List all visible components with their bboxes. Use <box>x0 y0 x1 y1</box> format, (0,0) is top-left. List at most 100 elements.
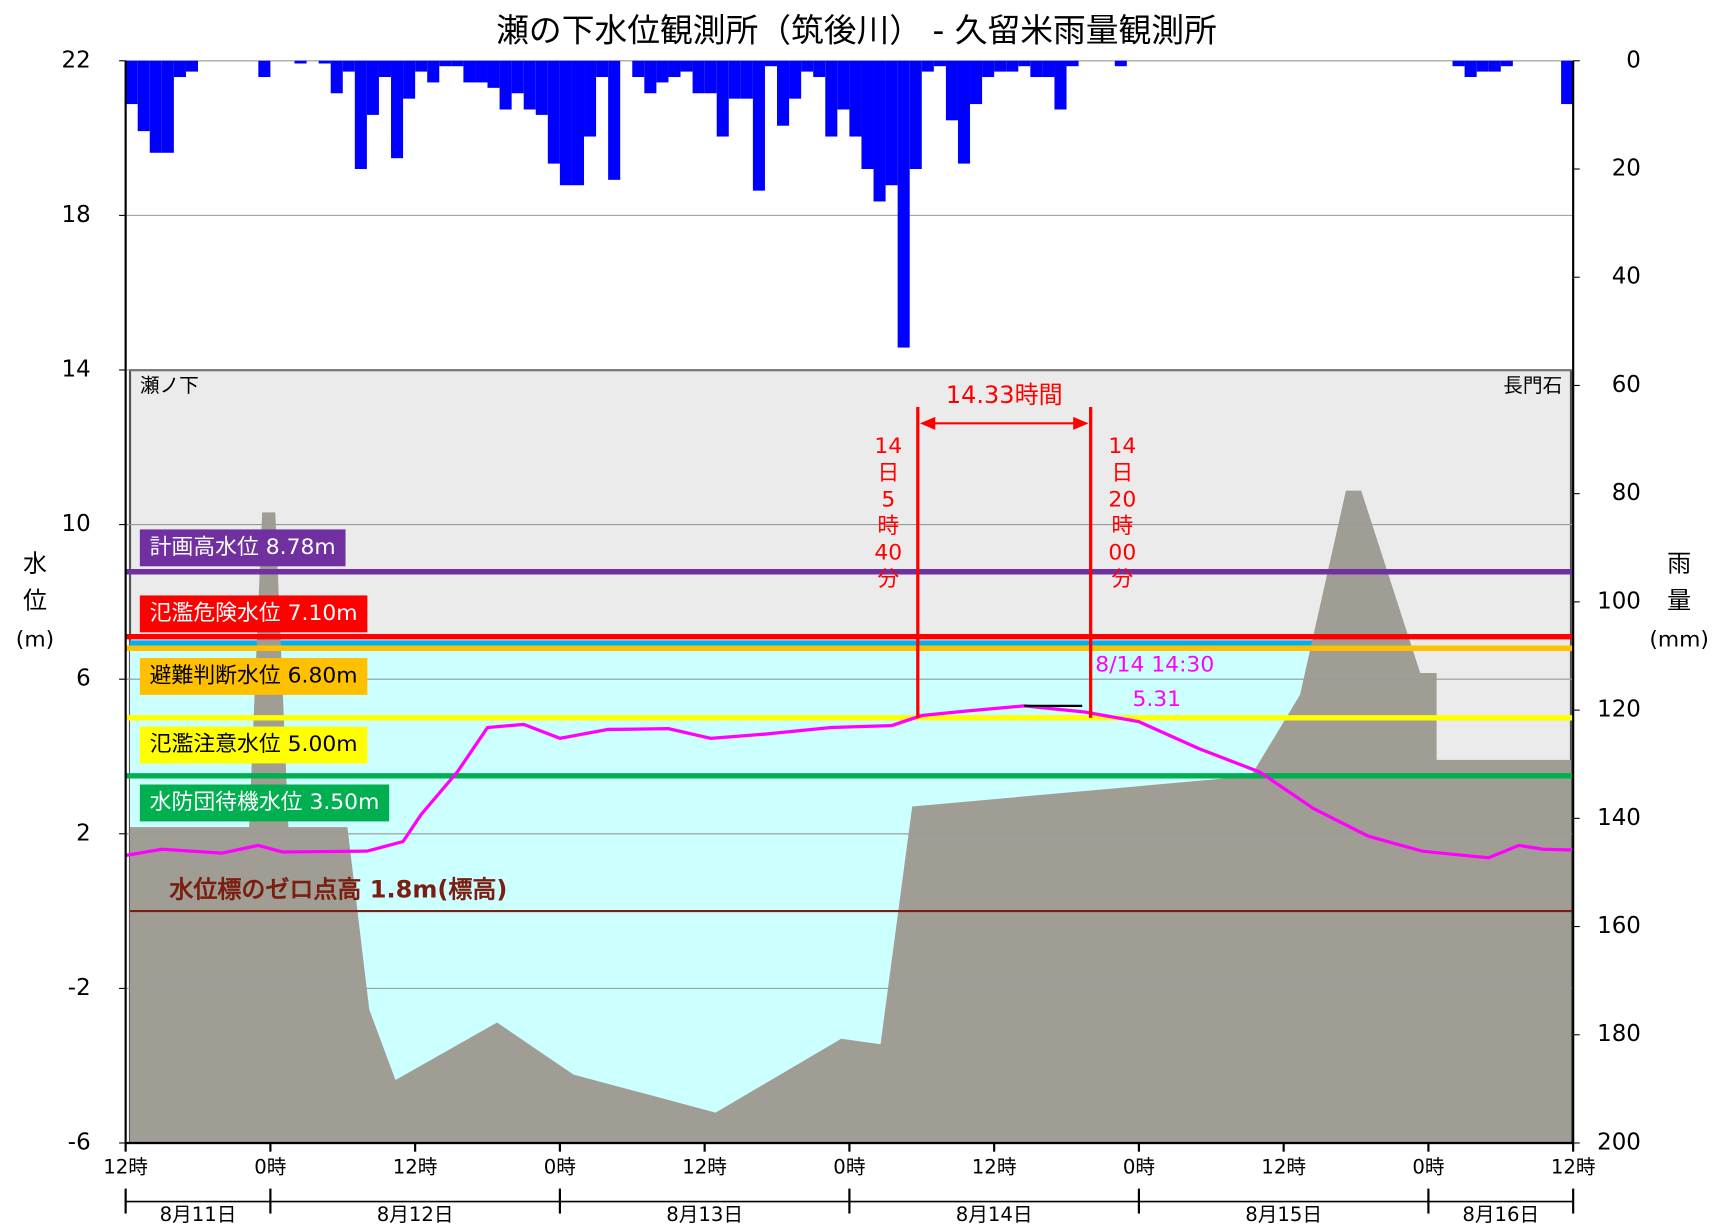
start-time-label: 5 <box>881 487 895 512</box>
y2-tick-label: 200 <box>1597 1130 1641 1156</box>
x-tick-label: 0時 <box>1412 1155 1444 1178</box>
rain-bar <box>1452 60 1465 67</box>
water-level-line <box>125 704 1574 860</box>
y-tick-label: 22 <box>61 47 90 73</box>
duration-label: 14.33時間 <box>946 381 1063 409</box>
rain-bar <box>523 60 536 110</box>
arrow-head <box>1073 416 1089 430</box>
rain-bar <box>801 60 814 72</box>
y2-label: (mm) <box>1649 627 1709 652</box>
rain-bar <box>439 60 452 67</box>
date-label: 8月13日 <box>666 1203 743 1226</box>
end-time-label: 分 <box>1111 567 1133 592</box>
rain-bar <box>1030 60 1043 78</box>
rain-bar <box>716 60 729 137</box>
station-left: 瀬ノ下 <box>140 374 199 397</box>
zero-line-label: 水位標のゼロ点高 1.8m(標高) <box>168 876 507 904</box>
arrow-head <box>919 416 936 430</box>
rain-bar <box>644 60 657 94</box>
rain-bar <box>909 60 922 170</box>
x-tick-label: 0時 <box>544 1155 576 1178</box>
y-label: 水 <box>23 549 47 577</box>
rain-bar <box>945 60 958 121</box>
start-time-label: 分 <box>877 567 899 592</box>
y-tick-label: 6 <box>76 666 91 692</box>
end-time-label: 時 <box>1111 514 1133 539</box>
x-tick-label: 0時 <box>254 1155 286 1178</box>
water-surface <box>130 640 1317 650</box>
chart-title: 瀬の下水位観測所（筑後川） - 久留米雨量観測所 <box>496 12 1217 50</box>
rain-bar <box>608 60 621 180</box>
rain-bar <box>885 60 898 186</box>
y2-tick-label: 160 <box>1597 913 1641 939</box>
x-tick-label: 12時 <box>1551 1155 1596 1178</box>
date-label: 8月15日 <box>1245 1203 1322 1226</box>
threshold-label: 計画高水位 8.78m <box>150 535 336 560</box>
end-time-label: 00 <box>1108 541 1136 566</box>
rain-bar <box>752 60 765 191</box>
rain-bar <box>125 60 138 105</box>
threshold-label: 氾濫注意水位 5.00m <box>150 732 358 757</box>
x-tick-label: 12時 <box>1261 1155 1306 1178</box>
rain-bar <box>161 60 174 153</box>
rain-bar <box>921 60 934 72</box>
y-tick-label: -2 <box>68 975 91 1001</box>
start-time-label: 14 <box>874 434 902 459</box>
rain-bar <box>294 60 307 64</box>
rain-bar <box>825 60 838 137</box>
rain-bar <box>957 60 971 164</box>
threshold-box <box>139 529 346 567</box>
rain-bar <box>463 60 476 83</box>
rain-bar <box>403 60 416 99</box>
rain-bar <box>415 60 428 72</box>
rain-bar <box>982 60 995 78</box>
x-tick-label: 0時 <box>1123 1155 1155 1178</box>
y2-tick-label: 100 <box>1597 588 1641 614</box>
rain-bar <box>342 60 355 72</box>
y2-label: 雨 <box>1667 549 1691 577</box>
y2-tick-label: 20 <box>1612 156 1641 182</box>
threshold-box <box>139 658 368 695</box>
rain-bar <box>366 60 379 115</box>
rain-bar <box>1464 60 1477 78</box>
cross-section <box>130 490 1571 1143</box>
end-time-label: 20 <box>1108 487 1136 512</box>
rain-bar <box>970 60 983 105</box>
rain-bar <box>777 60 790 126</box>
date-label: 8月16日 <box>1462 1203 1539 1226</box>
rain-bar <box>789 60 802 99</box>
rain-bar <box>547 60 560 164</box>
y-tick-label: 2 <box>76 820 91 846</box>
rain-bar <box>185 60 199 72</box>
threshold-label: 氾濫危険水位 7.10m <box>150 601 358 626</box>
x-tick-label: 12時 <box>682 1155 727 1178</box>
rain-bar <box>1018 60 1031 67</box>
y2-tick-label: 60 <box>1612 372 1641 398</box>
y-tick-label: 18 <box>61 202 90 228</box>
end-time-label: 日 <box>1111 461 1133 486</box>
rain-bar <box>391 60 404 159</box>
rain-bar <box>596 60 609 78</box>
start-time-label: 日 <box>877 461 899 486</box>
y2-tick-label: 0 <box>1626 47 1641 73</box>
y2-tick-label: 180 <box>1597 1021 1641 1047</box>
rain-bar <box>764 60 778 67</box>
rain-bar <box>499 60 512 110</box>
threshold-box <box>139 784 390 822</box>
rain-bar <box>933 60 946 67</box>
rain-bar <box>258 60 271 78</box>
rain-bar <box>728 60 741 99</box>
rain-bar <box>571 60 585 186</box>
y2-tick-label: 40 <box>1612 264 1641 290</box>
threshold-label: 避難判断水位 6.80m <box>150 664 358 689</box>
rain-bar <box>740 60 753 99</box>
y-label: 位 <box>23 586 47 614</box>
x-tick-label: 12時 <box>393 1155 438 1178</box>
x-tick-label: 12時 <box>972 1155 1017 1178</box>
rain-bar <box>632 60 645 78</box>
rain-bar <box>1042 60 1055 78</box>
date-label: 8月11日 <box>160 1203 237 1226</box>
